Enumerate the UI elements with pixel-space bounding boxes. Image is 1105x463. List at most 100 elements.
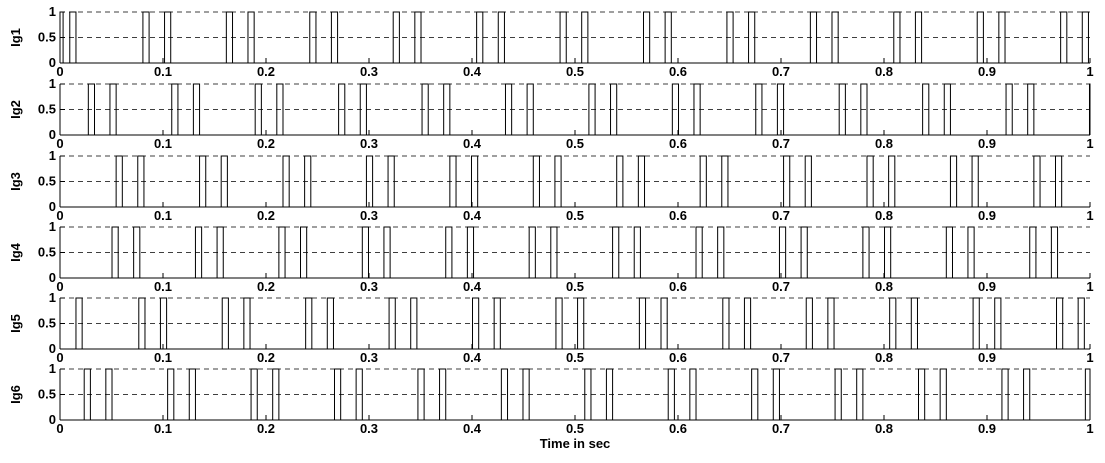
pulse-20 xyxy=(918,368,926,420)
pulse-22 xyxy=(976,11,984,63)
pulse-17 xyxy=(772,368,780,420)
pulse-23 xyxy=(1023,368,1031,420)
x-tick-label-5: 0.5 xyxy=(566,279,584,294)
pulse-18 xyxy=(809,11,818,63)
panel-2: 0 0.5 1 0 0.1 0.2 0.3 0.4 0.5 0.6 0.7 0.8 0.9 1 Ig2 xyxy=(8,76,1094,151)
pulse-2 xyxy=(199,155,207,207)
y-tick-label-1: 0.5 xyxy=(38,387,56,402)
x-tick-label-4: 0.4 xyxy=(463,208,482,223)
y-tick-label-1: 0.5 xyxy=(38,174,56,189)
pulse-22 xyxy=(1001,368,1009,420)
y-axis-label: Ig4 xyxy=(8,242,23,262)
pulse-12 xyxy=(584,368,592,420)
x-tick-label-10: 1 xyxy=(1086,64,1093,79)
x-tick-label-5: 0.5 xyxy=(566,421,584,436)
pulse-21 xyxy=(939,368,947,420)
pulse-21 xyxy=(972,297,980,349)
x-tick-label-6: 0.6 xyxy=(669,421,687,436)
pulse-15 xyxy=(721,155,729,207)
pulse-6 xyxy=(333,368,342,420)
pulse-18 xyxy=(827,297,835,349)
pulse-23 xyxy=(1056,297,1064,349)
pulse-9 xyxy=(466,226,475,278)
pulse-8 xyxy=(421,83,429,135)
pulse-17 xyxy=(805,297,813,349)
x-tick-label-5: 0.5 xyxy=(566,64,584,79)
pulse-0 xyxy=(83,368,91,420)
pulse-1 xyxy=(109,83,117,135)
pulse-8 xyxy=(449,155,457,207)
pulse-4 xyxy=(282,155,290,207)
pulse-18 xyxy=(838,83,846,135)
x-tick-label-4: 0.4 xyxy=(463,136,482,151)
pulse-8 xyxy=(410,297,418,349)
pulse-15 xyxy=(717,226,725,278)
x-tick-label-0: 0 xyxy=(56,208,63,223)
pulse-8 xyxy=(445,226,453,278)
pulse-19 xyxy=(860,83,868,135)
x-tick-label-10: 1 xyxy=(1086,279,1093,294)
x-tick-label-9: 0.9 xyxy=(978,350,996,365)
y-tick-label-2: 1 xyxy=(49,361,56,376)
panel-4: 0 0.5 1 0 0.1 0.2 0.3 0.4 0.5 0.6 0.7 0.8 0.9 1 Ig4 xyxy=(8,219,1094,294)
pulse-1 xyxy=(105,368,113,420)
x-tick-label-6: 0.6 xyxy=(669,208,687,223)
pulse-1 xyxy=(137,155,145,207)
pulse-3 xyxy=(221,297,229,349)
x-tick-label-9: 0.9 xyxy=(978,64,996,79)
x-tick-label-9: 0.9 xyxy=(978,208,996,223)
pulse-17 xyxy=(804,155,812,207)
pulse-19 xyxy=(884,226,892,278)
y-tick-label-2: 1 xyxy=(49,148,56,163)
pulse-4 xyxy=(225,11,234,63)
x-tick-label-2: 0.2 xyxy=(257,279,275,294)
pulse-19 xyxy=(888,155,896,207)
pulse-2 xyxy=(167,368,175,420)
pulse-17 xyxy=(776,83,785,135)
pulse-20 xyxy=(945,226,953,278)
x-tick-label-3: 0.3 xyxy=(360,136,378,151)
x-tick-label-9: 0.9 xyxy=(978,136,996,151)
pulse-16 xyxy=(743,297,752,349)
x-tick-label-5: 0.5 xyxy=(566,208,584,223)
x-tick-label-6: 0.6 xyxy=(669,279,687,294)
panel-3: 0 0.5 1 0 0.1 0.2 0.3 0.4 0.5 0.6 0.7 0.8 0.9 1 Ig3 xyxy=(8,148,1094,223)
pulse-21 xyxy=(967,226,975,278)
pulse-0 xyxy=(115,155,123,207)
pulse-17 xyxy=(748,11,756,63)
x-axis-label: Time in sec xyxy=(540,436,611,451)
pulse-5 xyxy=(305,297,313,349)
x-tick-label-4: 0.4 xyxy=(463,421,482,436)
pulse-10 xyxy=(532,155,540,207)
pulse-13 xyxy=(581,11,589,63)
pulse-4 xyxy=(278,226,286,278)
pulse-20 xyxy=(910,297,918,349)
pulse-25 xyxy=(1081,11,1089,63)
x-tick-label-7: 0.7 xyxy=(772,421,790,436)
pulse-8 xyxy=(392,11,400,63)
pulse-3 xyxy=(164,11,172,63)
pulse-12 xyxy=(616,155,624,207)
pulse-14 xyxy=(667,368,675,420)
pulse-7 xyxy=(359,83,367,135)
y-axis-label: Ig6 xyxy=(8,385,23,404)
pulse-9 xyxy=(443,83,451,135)
y-tick-label-1: 0.5 xyxy=(38,316,56,331)
y-tick-label-0: 0 xyxy=(49,341,56,356)
pulse-5 xyxy=(272,368,280,420)
x-tick-label-3: 0.3 xyxy=(360,421,378,436)
pulse-18 xyxy=(862,226,870,278)
x-tick-label-10: 1 xyxy=(1086,350,1093,365)
pulse-15 xyxy=(693,83,701,135)
x-tick-label-1: 0.1 xyxy=(154,208,172,223)
pulse-13 xyxy=(633,226,641,278)
pulse-10 xyxy=(504,83,513,135)
pulse-13 xyxy=(605,368,614,420)
x-tick-label-9: 0.9 xyxy=(978,279,996,294)
pulse-7 xyxy=(355,368,363,420)
x-tick-label-4: 0.4 xyxy=(463,279,482,294)
y-axis-label: Ig3 xyxy=(8,172,23,191)
pulse-4 xyxy=(250,368,258,420)
y-tick-label-1: 0.5 xyxy=(38,245,56,260)
pulse-14 xyxy=(642,11,651,63)
